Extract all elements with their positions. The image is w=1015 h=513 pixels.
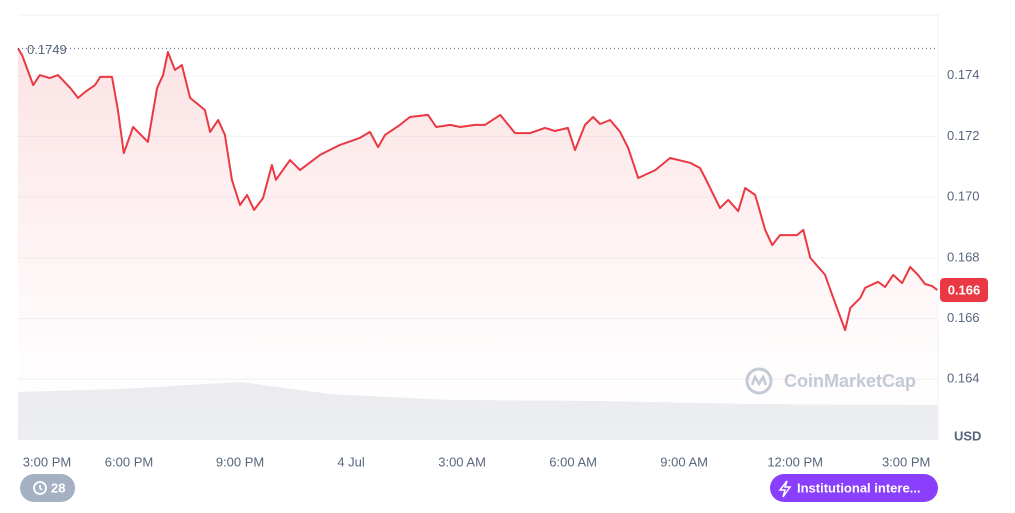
- y-tick-label: 0.168: [947, 249, 980, 264]
- currency-label: USD: [954, 428, 981, 443]
- y-tick-label: 0.166: [947, 310, 980, 325]
- x-tick-label: 4 Jul: [337, 454, 365, 469]
- y-tick-label: 0.174: [947, 67, 980, 82]
- x-tick-label: 3:00 AM: [438, 454, 486, 469]
- plot: [17, 47, 938, 441]
- last-price-badge: [940, 278, 988, 303]
- event-pill[interactable]: [770, 474, 938, 502]
- price-area: [18, 48, 938, 441]
- x-tick-label: 3:00 PM: [23, 454, 71, 469]
- price-line: [17, 47, 938, 332]
- watermark: CoinMarketCap: [745, 367, 916, 395]
- max-label: 0.1749: [27, 42, 67, 57]
- y-tick-label: 0.164: [947, 371, 980, 386]
- x-tick-label: 12:00 PM: [767, 454, 823, 469]
- event-label: Institutional intere...: [797, 480, 921, 495]
- x-tick-label: 9:00 AM: [660, 454, 708, 469]
- history-count: 28: [51, 480, 65, 495]
- x-tick-label: 9:00 PM: [216, 454, 264, 469]
- watermark-text: CoinMarketCap: [784, 371, 916, 391]
- x-tick-label: 3:00 PM: [882, 454, 930, 469]
- last-price-label: 0.166: [948, 282, 981, 297]
- event-button[interactable]: Institutional intere...: [770, 474, 938, 502]
- x-tick-label: 6:00 AM: [549, 454, 597, 469]
- history-pill[interactable]: [20, 474, 75, 502]
- y-tick-label: 0.172: [947, 128, 980, 143]
- y-tick-label: 0.170: [947, 189, 980, 204]
- x-tick-label: 6:00 PM: [105, 454, 153, 469]
- history-button[interactable]: 28: [20, 474, 75, 502]
